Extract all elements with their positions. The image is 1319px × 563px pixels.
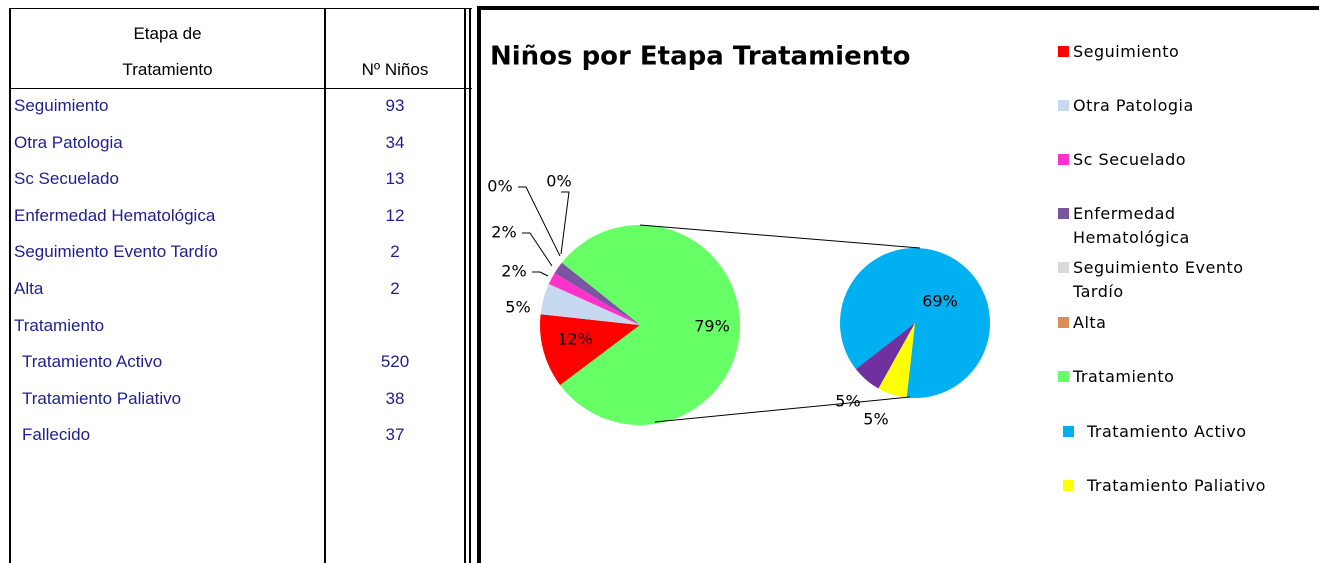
legend-swatch (1063, 480, 1074, 491)
row-count: 34 (385, 132, 405, 152)
connector (654, 396, 911, 423)
row-count: 2 (390, 279, 400, 298)
chart-title: Niños por Etapa Tratamiento (490, 42, 911, 72)
legend-swatch (1058, 154, 1069, 165)
legend-swatch (1058, 262, 1069, 273)
legend-swatch (1058, 100, 1069, 111)
legend-item: Seguimiento Evento Tardío (1058, 256, 1248, 304)
row-count: 93 (385, 96, 405, 115)
data-label: 2% (501, 262, 526, 281)
row-count: 38 (385, 388, 405, 408)
legend-swatch (1063, 426, 1074, 437)
pie-slice (540, 314, 640, 386)
pie-slice (560, 224, 740, 425)
table-border (10, 8, 472, 9)
pie-slice (878, 323, 915, 398)
data-label: 5% (863, 410, 888, 429)
connector (639, 224, 921, 249)
pie-slice (540, 284, 640, 325)
chart-border (478, 6, 1319, 10)
legend-swatch (1058, 208, 1069, 219)
row-label: Tratamiento Paliativo (22, 388, 182, 408)
leader-line (560, 191, 570, 255)
legend-swatch (1058, 371, 1069, 382)
row-label: Tratamiento Activo (22, 352, 163, 372)
table-border (9, 8, 11, 563)
data-label: 2% (491, 223, 516, 242)
legend-item: Sc Secuelado (1058, 148, 1248, 172)
leader-line (518, 186, 561, 257)
row-count: 2 (390, 242, 400, 262)
legend-item: Otra Patologia (1058, 94, 1248, 118)
header-line: Etapa de (133, 24, 202, 43)
legend-item: Enfermedad Hematológica (1058, 202, 1248, 250)
legend-item: Seguimiento (1058, 40, 1248, 64)
row-label: Tratamiento (14, 315, 105, 335)
header-count: Nº Niños (361, 60, 429, 79)
data-label: 79% (694, 317, 730, 336)
data-label: 0% (546, 172, 571, 191)
pie-slice (548, 272, 640, 325)
data-label: 0% (487, 177, 512, 196)
chart-border (477, 6, 481, 563)
row-label: Seguimiento Evento Tardío (14, 242, 218, 262)
row-label: Alta (14, 279, 44, 298)
table-border (464, 8, 466, 563)
leader-line (532, 271, 549, 277)
header-border (10, 88, 472, 89)
row-label: Sc Secuelado (14, 169, 119, 189)
row-count: 37 (385, 425, 405, 445)
row-count: 520 (380, 352, 410, 372)
row-label: Seguimiento (14, 96, 109, 115)
data-label: 5% (505, 298, 530, 317)
column-border (324, 8, 326, 563)
data-label: 12% (557, 330, 593, 349)
data-label: 5% (835, 392, 860, 411)
pie-slice (855, 323, 915, 389)
leader-line (522, 232, 553, 267)
row-label: Otra Patologia (14, 132, 123, 152)
table-border (469, 8, 471, 563)
legend-swatch (1058, 46, 1069, 57)
row-count: 13 (385, 169, 405, 189)
legend-swatch (1058, 317, 1069, 328)
data-label: 69% (922, 292, 958, 311)
legend-item: Tratamiento (1058, 365, 1248, 389)
pie-slice (554, 262, 640, 325)
legend-item: Tratamiento Activo (1063, 420, 1262, 444)
row-label: Fallecido (22, 425, 91, 445)
legend-item: Tratamiento Paliativo (1063, 474, 1265, 498)
legend-item: Alta (1058, 311, 1248, 335)
row-count: 12 (385, 205, 405, 225)
header-line: Tratamiento (122, 60, 213, 79)
row-label: Enfermedad Hematológica (14, 205, 216, 225)
